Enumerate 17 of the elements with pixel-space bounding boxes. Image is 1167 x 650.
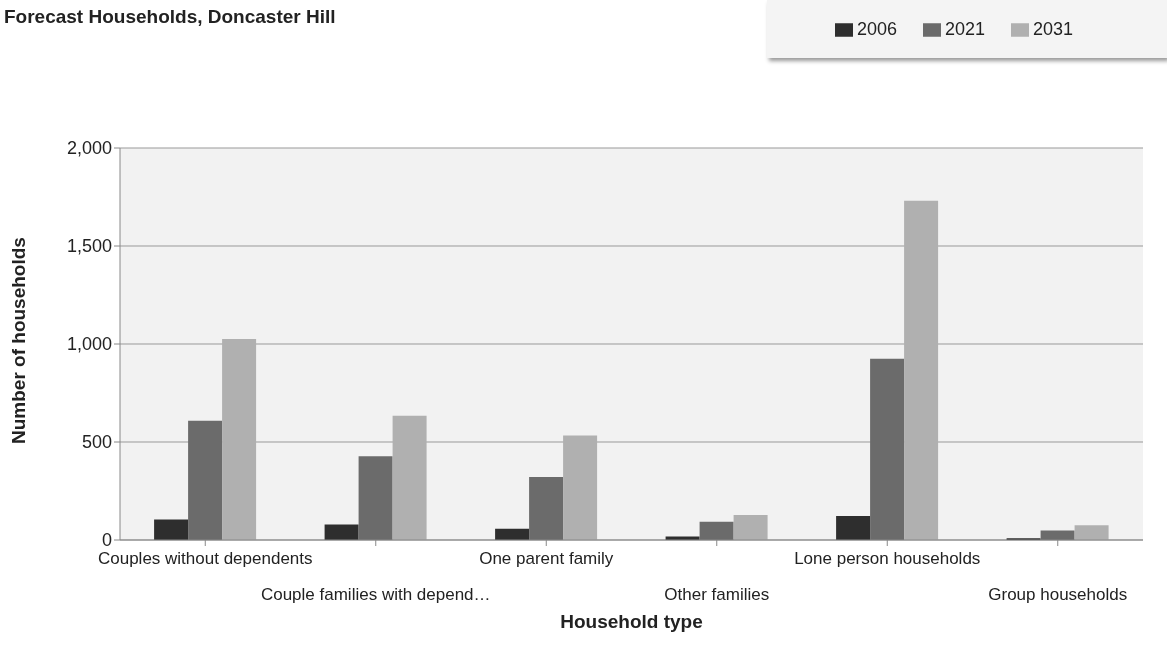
x-tick-label: Couples without dependents xyxy=(97,549,313,568)
x-tick-label: Lone person households xyxy=(794,549,981,568)
x-tick-label: Group households xyxy=(988,585,1128,604)
y-axis-title: Number of households xyxy=(7,237,29,444)
y-tick-label: 500 xyxy=(81,432,112,453)
legend-label: 2021 xyxy=(944,18,986,39)
chart-title: Forecast Households, Doncaster Hill xyxy=(4,6,336,28)
x-tick-label: Couple families with depend… xyxy=(260,585,491,604)
legend-label: 2006 xyxy=(856,18,897,39)
y-tick-label: 1,500 xyxy=(66,236,112,257)
y-tick-label: 0 xyxy=(101,530,112,551)
x-tick-label: One parent family xyxy=(479,549,614,568)
y-tick-label: 1,000 xyxy=(66,334,112,355)
x-axis-title: Household type xyxy=(560,611,703,632)
y-tick-label: 2,000 xyxy=(66,138,112,159)
x-tick-label: Other families xyxy=(664,585,770,604)
legend-label: 2031 xyxy=(1033,18,1074,39)
